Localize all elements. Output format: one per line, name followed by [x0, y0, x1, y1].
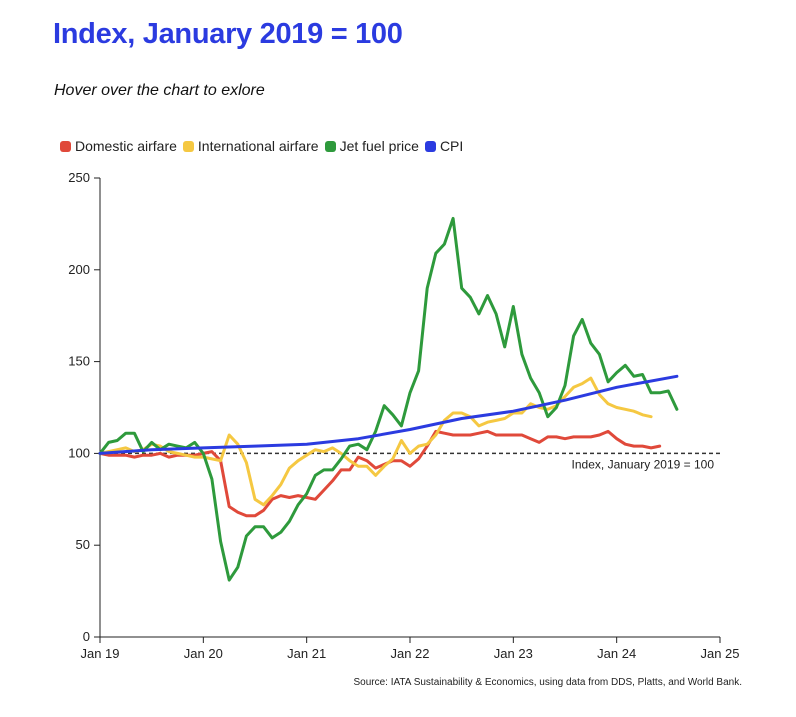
legend-swatch-domestic-airfare [60, 140, 71, 152]
legend-swatch-international-airfare [182, 140, 194, 152]
reference-line-label: Index, January 2019 = 100 [572, 457, 715, 471]
x-tick-label: Jan 21 [287, 646, 326, 661]
x-tick-label: Jan 25 [700, 646, 739, 661]
legend-swatch-jet-fuel-price [324, 140, 336, 152]
source-note: Source: IATA Sustainability & Economics,… [353, 677, 742, 688]
legend-label-jet-fuel-price: Jet fuel price [339, 138, 419, 154]
legend-label-cpi: CPI [439, 138, 464, 154]
legend-item-international-airfare[interactable]: International airfare [182, 138, 319, 154]
x-tick-label: Jan 22 [390, 646, 429, 661]
legend-label-domestic-airfare: Domestic airfare [75, 138, 177, 154]
y-tick-label: 150 [68, 354, 90, 369]
y-tick-label: 250 [68, 170, 90, 185]
x-tick-label: Jan 23 [494, 646, 533, 661]
legend-item-domestic-airfare[interactable]: Domestic airfare [60, 138, 177, 154]
series-line-international-airfare[interactable] [98, 376, 653, 507]
series-line-cpi[interactable] [98, 374, 679, 455]
y-tick-label: 50 [76, 537, 90, 552]
series-line-jet-fuel-price[interactable] [98, 216, 679, 582]
legend-swatch-cpi [424, 140, 436, 152]
y-tick-label: 100 [68, 445, 90, 460]
legend-item-jet-fuel-price[interactable]: Jet fuel price [324, 138, 419, 154]
legend: Domestic airfare International airfare J… [60, 138, 469, 154]
series-line-domestic-airfare[interactable] [98, 429, 662, 518]
legend-item-cpi[interactable]: CPI [424, 138, 464, 154]
y-tick-label: 200 [68, 262, 90, 277]
chart-title: Index, January 2019 = 100 [53, 18, 403, 50]
y-tick-label: 0 [83, 629, 90, 644]
legend-label-international-airfare: International airfare [197, 138, 319, 154]
chart-subtitle: Hover over the chart to exlore [54, 82, 265, 99]
x-tick-label: Jan 20 [184, 646, 223, 661]
x-tick-label: Jan 24 [597, 646, 636, 661]
x-tick-label: Jan 19 [80, 646, 119, 661]
